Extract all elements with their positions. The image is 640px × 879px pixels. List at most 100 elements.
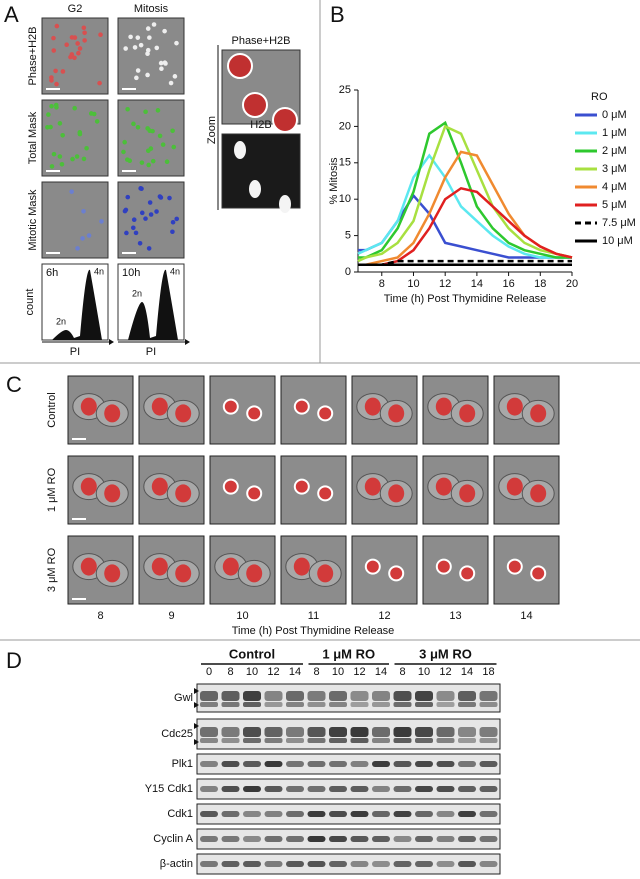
cell [75,41,80,46]
nucleus [175,404,192,423]
cell [135,124,141,130]
band [329,702,347,707]
group-label: Control [229,646,275,661]
cell [77,131,83,137]
nucleus [506,397,523,416]
band [393,786,412,792]
nucleus [364,477,381,496]
lane-label: 12 [353,666,365,678]
cell [46,112,51,117]
band [372,761,390,767]
blot-label: Gwl [174,692,193,704]
cell [160,142,166,147]
cell [137,240,143,246]
band [479,761,498,767]
cell [146,162,151,168]
zoom-title: Phase+H2B [231,35,290,47]
cell [122,139,127,145]
band [479,738,498,743]
cell [279,195,291,213]
band [372,727,390,737]
blot [196,718,501,750]
cell [122,208,128,214]
micrograph [117,99,185,177]
cell [84,145,89,151]
nucleus [459,565,476,582]
micrograph [280,455,347,525]
blot [196,753,501,775]
band [307,786,326,792]
cell [124,230,129,236]
nucleus [151,477,168,496]
cell [128,34,133,40]
cell [168,80,174,86]
cell [49,104,54,109]
band [307,691,326,701]
y-tick-label: 5 [345,230,351,242]
band [264,702,283,707]
panel-letter: A [4,2,19,27]
column-label: 11 [308,610,319,622]
cell [81,25,87,31]
panel-letter: D [6,648,22,673]
cell [69,35,75,40]
cell [69,189,74,194]
cell [49,78,54,83]
band [329,861,347,867]
band [264,861,283,867]
cell [132,45,138,50]
band [436,761,455,767]
micrograph [493,535,560,605]
cell [151,22,157,27]
cell [154,45,160,51]
band [200,861,218,867]
cell [143,109,148,115]
cell [174,216,180,222]
arrow-head [109,339,114,345]
cell [147,35,152,40]
cell [146,246,152,251]
nucleus [246,405,263,422]
band [329,691,347,701]
band [350,738,369,743]
cell [150,128,155,134]
y-tick-label: 25 [339,84,351,96]
micrograph [422,535,489,605]
band [221,786,240,792]
nucleus [175,484,192,503]
cell [134,75,139,81]
y-tick-label: 20 [339,120,351,132]
cell [150,158,156,164]
cell [139,186,144,192]
cell [170,219,176,225]
band [221,811,240,817]
y-tick-label: 10 [339,193,351,205]
band [458,702,476,707]
lane-label: 14 [461,666,473,678]
cell [135,68,141,73]
band [436,702,455,707]
nucleus [246,485,263,502]
panel-letter: C [6,372,22,397]
lane-label: 14 [289,666,301,678]
nucleus [246,564,263,583]
cell [88,111,94,116]
lane-label: 10 [332,666,344,678]
band [200,738,218,743]
lane-label: 8 [399,666,405,678]
band [286,861,304,867]
nucleus [364,558,381,575]
cell [77,46,83,51]
band [200,811,218,817]
cell [174,40,179,46]
band [221,702,240,707]
band [200,702,218,707]
cell [162,28,167,34]
band [372,786,390,792]
cell [148,212,154,217]
band [286,738,304,743]
cell [131,121,136,127]
cell [121,149,126,155]
column-label: G2 [68,3,83,15]
